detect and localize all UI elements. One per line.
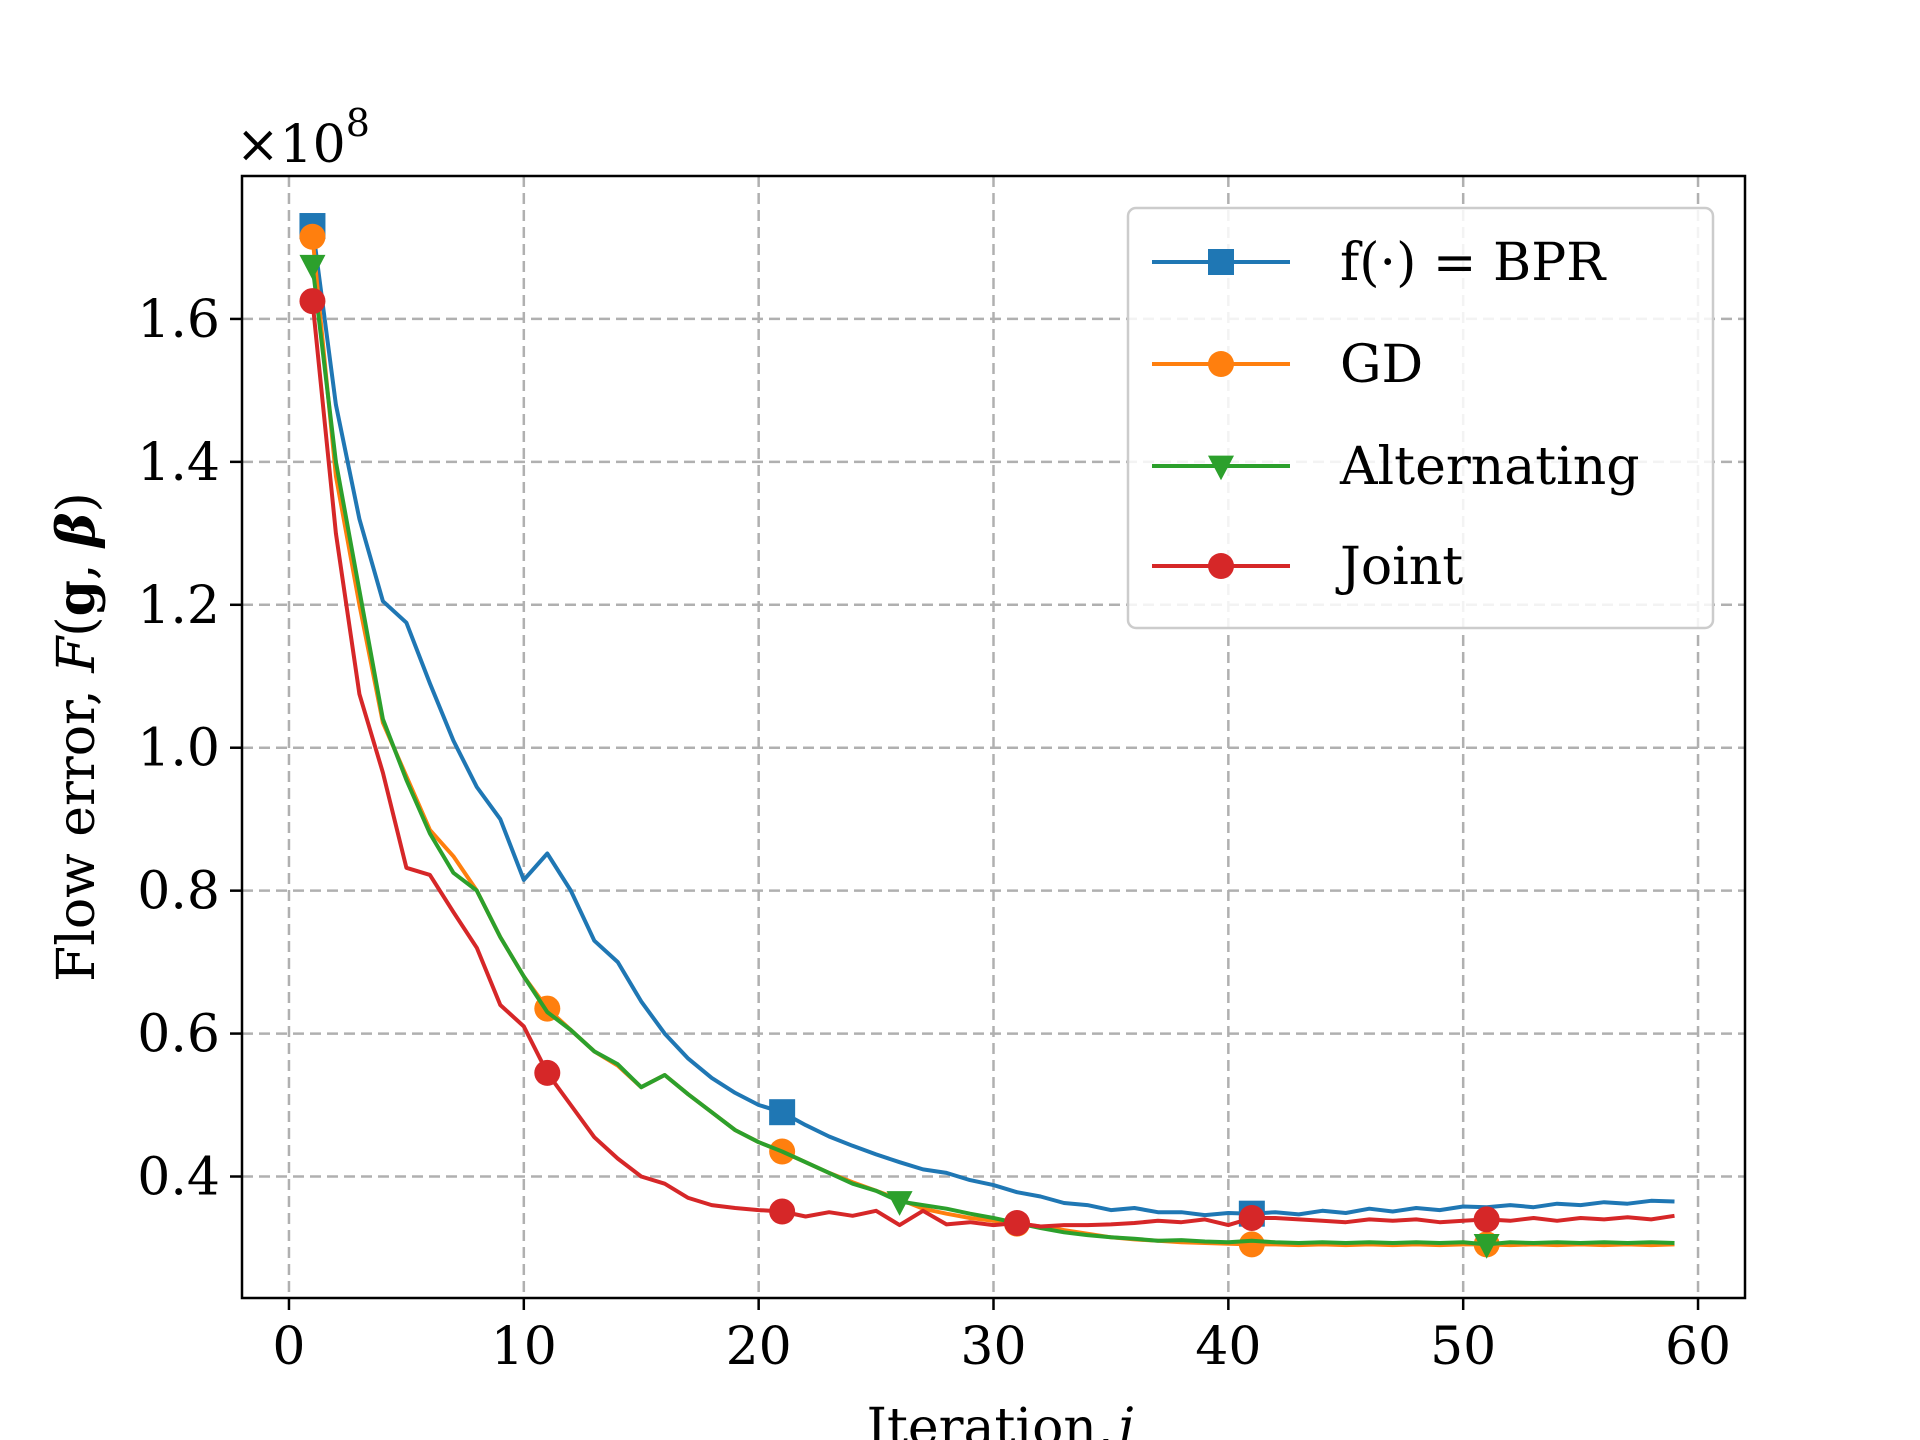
- series-point: [1238, 1231, 1265, 1258]
- legend: f(·) = BPR GD Alternating Joint: [1126, 206, 1715, 630]
- ticks: 0 10 20 30 40 50 60 0.4 0.6 0.8 1.0 1.2 1.4 1.6: [137, 290, 1731, 1377]
- series-layer: [299, 213, 1675, 1259]
- series-line: [310, 225, 1675, 1218]
- legend-marker: [1208, 351, 1234, 377]
- legend-label: f(·) = BPR: [1340, 233, 1607, 293]
- legend-entry: Joint: [1152, 537, 1463, 597]
- series-2: [299, 254, 1675, 1259]
- series-point: [769, 1198, 796, 1225]
- y-tick-label: 1.2: [137, 576, 220, 636]
- series-point: [769, 1099, 796, 1126]
- legend-entry: f(·) = BPR: [1152, 233, 1607, 293]
- x-tick-label: 20: [726, 1317, 792, 1377]
- x-tick-label: 40: [1195, 1317, 1261, 1377]
- y-axis-label-close: ): [47, 492, 107, 512]
- y-tick-label: 1.0: [137, 719, 220, 779]
- legend-label: Alternating: [1339, 437, 1640, 497]
- x-tick-label: 50: [1430, 1317, 1496, 1377]
- legend-box: [1126, 206, 1715, 630]
- y-tick-label: 1.6: [137, 290, 220, 350]
- series-point: [1238, 1204, 1265, 1231]
- legend-label: GD: [1340, 335, 1423, 395]
- x-tick-label: 60: [1665, 1317, 1731, 1377]
- legend-marker: [1208, 249, 1234, 275]
- y-axis-label-func: F: [47, 635, 107, 674]
- series-line: [310, 300, 1675, 1229]
- y-axis-label-args: (: [47, 616, 107, 636]
- series-point: [1473, 1234, 1500, 1259]
- x-axis-label: Iteration,j: [866, 1398, 1133, 1440]
- x-tick-label: 0: [272, 1317, 305, 1377]
- y-tick-label: 0.8: [137, 862, 220, 922]
- y-multiplier-label: ×108: [236, 101, 370, 175]
- series-point: [299, 254, 326, 280]
- series-point: [299, 288, 326, 315]
- y-axis-label-comma: ,: [47, 547, 107, 580]
- legend-marker: [1208, 455, 1234, 481]
- legend-marker: [1208, 553, 1234, 579]
- y-multiplier-base: ×10: [236, 115, 346, 175]
- series-line: [310, 265, 1675, 1247]
- y-axis-label-text: Flow error,: [47, 673, 107, 982]
- series-point: [1003, 1209, 1030, 1236]
- series-point: [886, 1191, 913, 1216]
- y-tick-label: 0.6: [137, 1005, 220, 1065]
- y-axis-label: Flow error, F(g, β): [46, 492, 107, 982]
- legend-label: Joint: [1335, 537, 1463, 597]
- series-3: [299, 288, 1675, 1236]
- x-tick-label: 10: [491, 1317, 557, 1377]
- y-axis-label-g: g: [46, 580, 107, 616]
- legend-entry: Alternating: [1152, 437, 1640, 497]
- y-tick-label: 1.4: [137, 433, 220, 493]
- series-point: [1473, 1206, 1500, 1233]
- legend-entry: GD: [1152, 335, 1423, 395]
- y-multiplier-exponent: 8: [346, 101, 370, 145]
- x-tick-label: 30: [960, 1317, 1026, 1377]
- series-point: [299, 223, 326, 250]
- legend-entries: f(·) = BPR GD Alternating Joint: [1152, 233, 1640, 597]
- y-tick-label: 0.4: [137, 1148, 220, 1208]
- y-axis-label-beta: β: [46, 512, 107, 549]
- series-point: [534, 1059, 561, 1086]
- x-axis-label-text: Iteration,: [866, 1398, 1113, 1440]
